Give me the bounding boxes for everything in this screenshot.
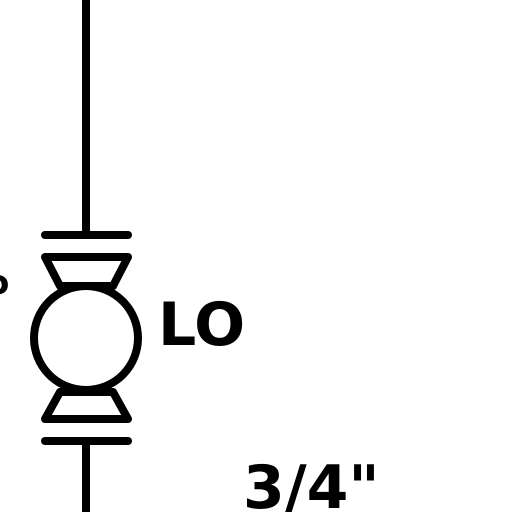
- valve-upper-cone: [41, 253, 132, 290]
- valve-lower-cone: [41, 388, 132, 423]
- partial-left-label: ɔ: [0, 263, 10, 303]
- valve-with-circle-body-icon: [30, 253, 142, 423]
- pipe-size-label: 3/4": [243, 453, 380, 512]
- component-label: LO: [158, 290, 245, 360]
- valve-body-circle: [30, 282, 142, 394]
